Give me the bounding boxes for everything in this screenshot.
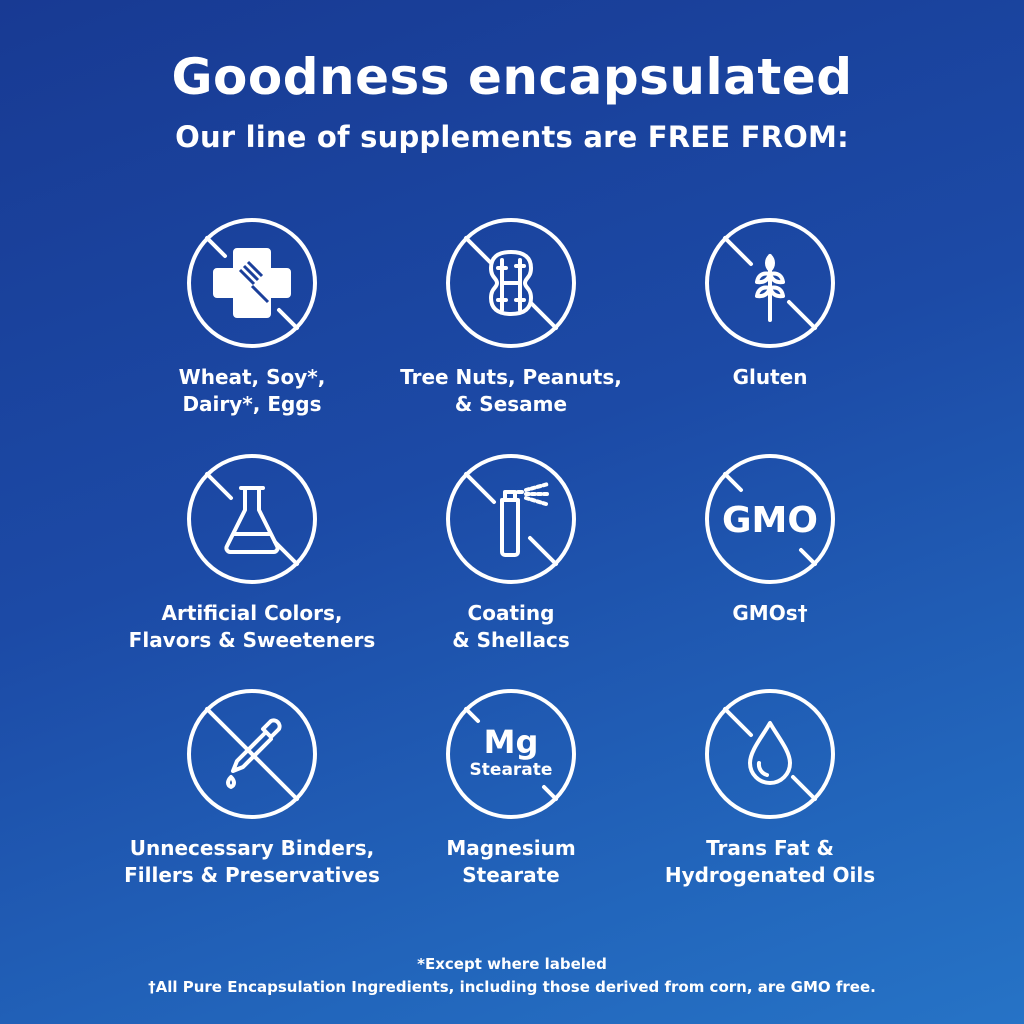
free-from-item-artificial: Artificial Colors, Flavors & Sweeteners [102, 452, 402, 654]
free-from-item-allergens: Wheat, Soy*, Dairy*, Eggs [102, 216, 402, 418]
free-from-item-binders: Unnecessary Binders, Fillers & Preservat… [102, 687, 402, 889]
page-subtitle: Our line of supplements are FREE FROM: [175, 120, 849, 154]
free-from-item-gmo: GMO GMOs† [620, 452, 920, 627]
item-label: Trans Fat & Hydrogenated Oils [664, 836, 876, 887]
free-from-item-mg-stearate: Mg Stearate Magnesium Stearate [361, 687, 661, 889]
peanut-icon [446, 218, 576, 348]
mg-stearate-icon: Mg Stearate [446, 689, 576, 819]
page-title: Goodness encapsulated [171, 48, 853, 106]
free-from-item-trans-fat: Trans Fat & Hydrogenated Oils [620, 687, 920, 889]
item-label: Unnecessary Binders, Fillers & Preservat… [124, 836, 380, 887]
gmo-icon-text: GMO [722, 500, 818, 541]
allergen-cross-fork-icon [187, 218, 317, 348]
item-label: Coating & Shellacs [452, 601, 570, 652]
flask-icon [187, 454, 317, 584]
item-label: Wheat, Soy*, Dairy*, Eggs [178, 365, 326, 416]
stearate-icon-text: Stearate [470, 760, 553, 780]
wheat-icon [705, 218, 835, 348]
free-from-item-nuts: Tree Nuts, Peanuts, & Sesame [361, 216, 661, 418]
item-label: Magnesium Stearate [446, 836, 576, 887]
dropper-icon [187, 689, 317, 819]
free-from-item-gluten: Gluten [620, 216, 920, 391]
free-from-item-coating: Coating & Shellacs [361, 452, 661, 654]
mg-icon-text: Mg [484, 723, 539, 761]
gmo-icon: GMO [705, 454, 835, 584]
spray-can-icon [446, 454, 576, 584]
oil-drop-icon [705, 689, 835, 819]
item-label: GMOs† [732, 601, 808, 625]
footnote-gmo: †All Pure Encapsulation Ingredients, inc… [148, 978, 876, 996]
item-label: Artificial Colors, Flavors & Sweeteners [128, 601, 376, 652]
footnote-except: *Except where labeled [417, 955, 607, 973]
item-label: Tree Nuts, Peanuts, & Sesame [400, 365, 622, 416]
item-label: Gluten [732, 365, 808, 389]
